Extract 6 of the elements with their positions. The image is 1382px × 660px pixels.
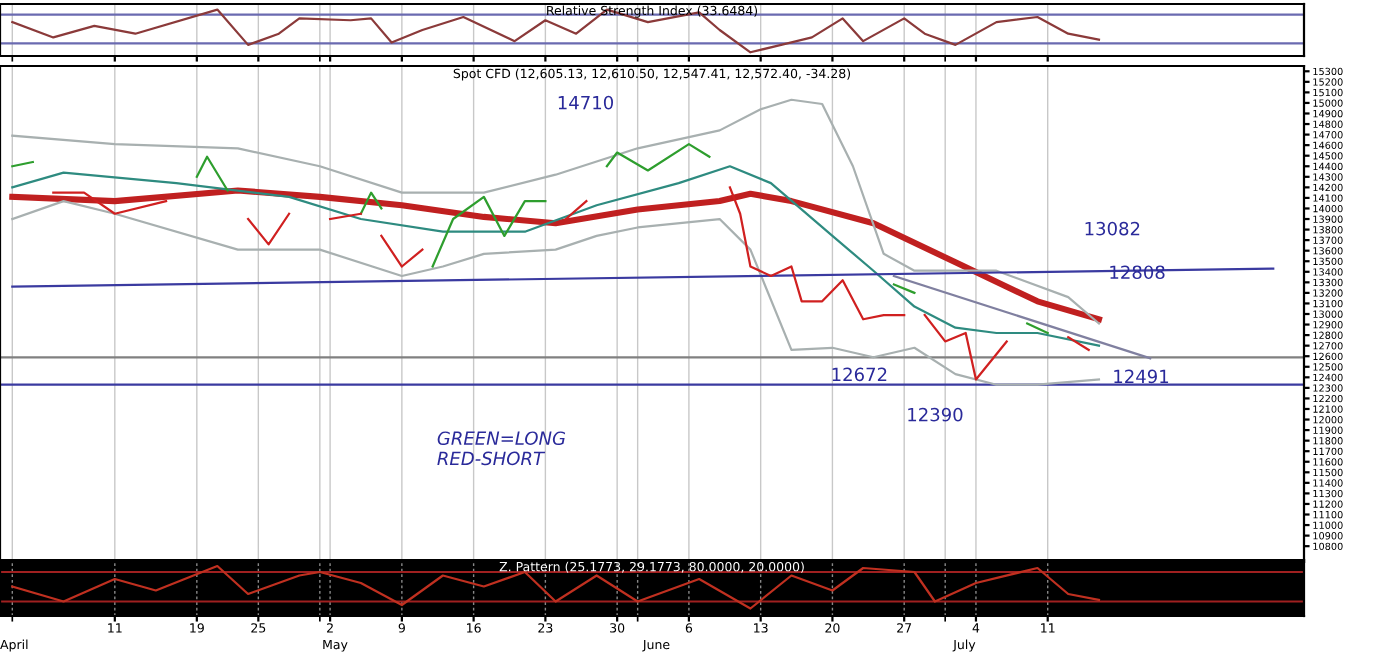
annotation: 12672 xyxy=(832,367,887,382)
annotation: 13082 xyxy=(1085,221,1140,236)
annotation: GREEN=LONG RED-SHORT xyxy=(437,431,566,466)
annotation: 12491 xyxy=(1114,369,1169,384)
annotation: 14710 xyxy=(558,95,614,110)
annotation: 12390 xyxy=(908,407,963,422)
